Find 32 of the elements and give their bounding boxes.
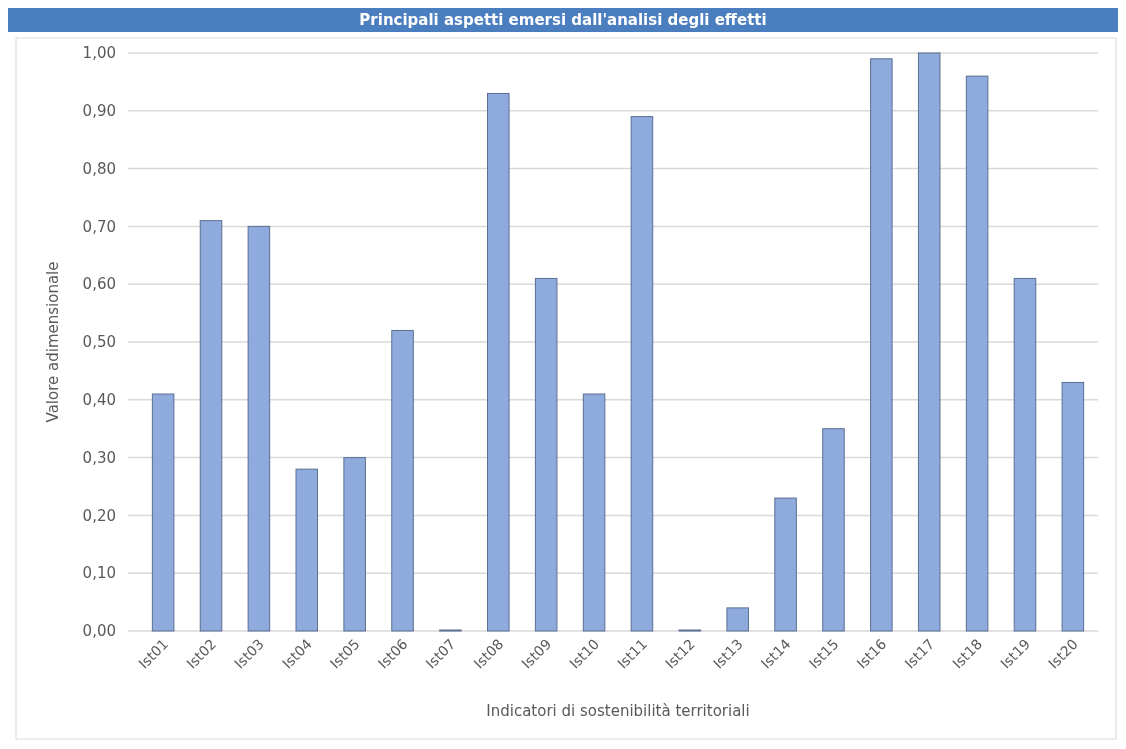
y-tick-label: 0,60	[82, 275, 116, 294]
bar	[295, 468, 319, 632]
bar	[343, 457, 366, 632]
bar	[965, 75, 989, 632]
y-tick-label: 0,30	[82, 448, 116, 467]
y-tick-label: 0,80	[82, 159, 116, 178]
bar	[247, 225, 271, 632]
bar	[630, 116, 654, 632]
bar	[726, 607, 749, 632]
bar	[917, 52, 941, 632]
chart-title: Principali aspetti emersi dall'analisi degli effetti	[359, 11, 767, 29]
bar	[487, 92, 510, 632]
bar	[151, 393, 175, 632]
y-tick-label: 1,00	[82, 44, 116, 63]
y-tick-label: 0,10	[82, 564, 116, 583]
bar	[534, 277, 558, 632]
y-tick-label: 0,90	[82, 102, 116, 121]
x-axis-title: Indicatori di sostenibilità territoriali	[486, 702, 750, 720]
bar	[199, 220, 223, 632]
bar	[582, 393, 606, 632]
bar	[822, 428, 845, 632]
y-axis-title: Valore adimensionale	[44, 261, 62, 423]
bar	[774, 497, 797, 632]
bar	[391, 329, 414, 632]
bar	[1013, 277, 1037, 632]
y-tick-label: 0,50	[82, 333, 116, 352]
bar	[870, 58, 893, 632]
y-tick-label: 0,70	[82, 217, 116, 236]
bar	[1061, 381, 1085, 632]
y-tick-label: 0,00	[82, 622, 116, 641]
y-tick-label: 0,40	[82, 391, 116, 410]
y-tick-label: 0,20	[82, 506, 116, 525]
